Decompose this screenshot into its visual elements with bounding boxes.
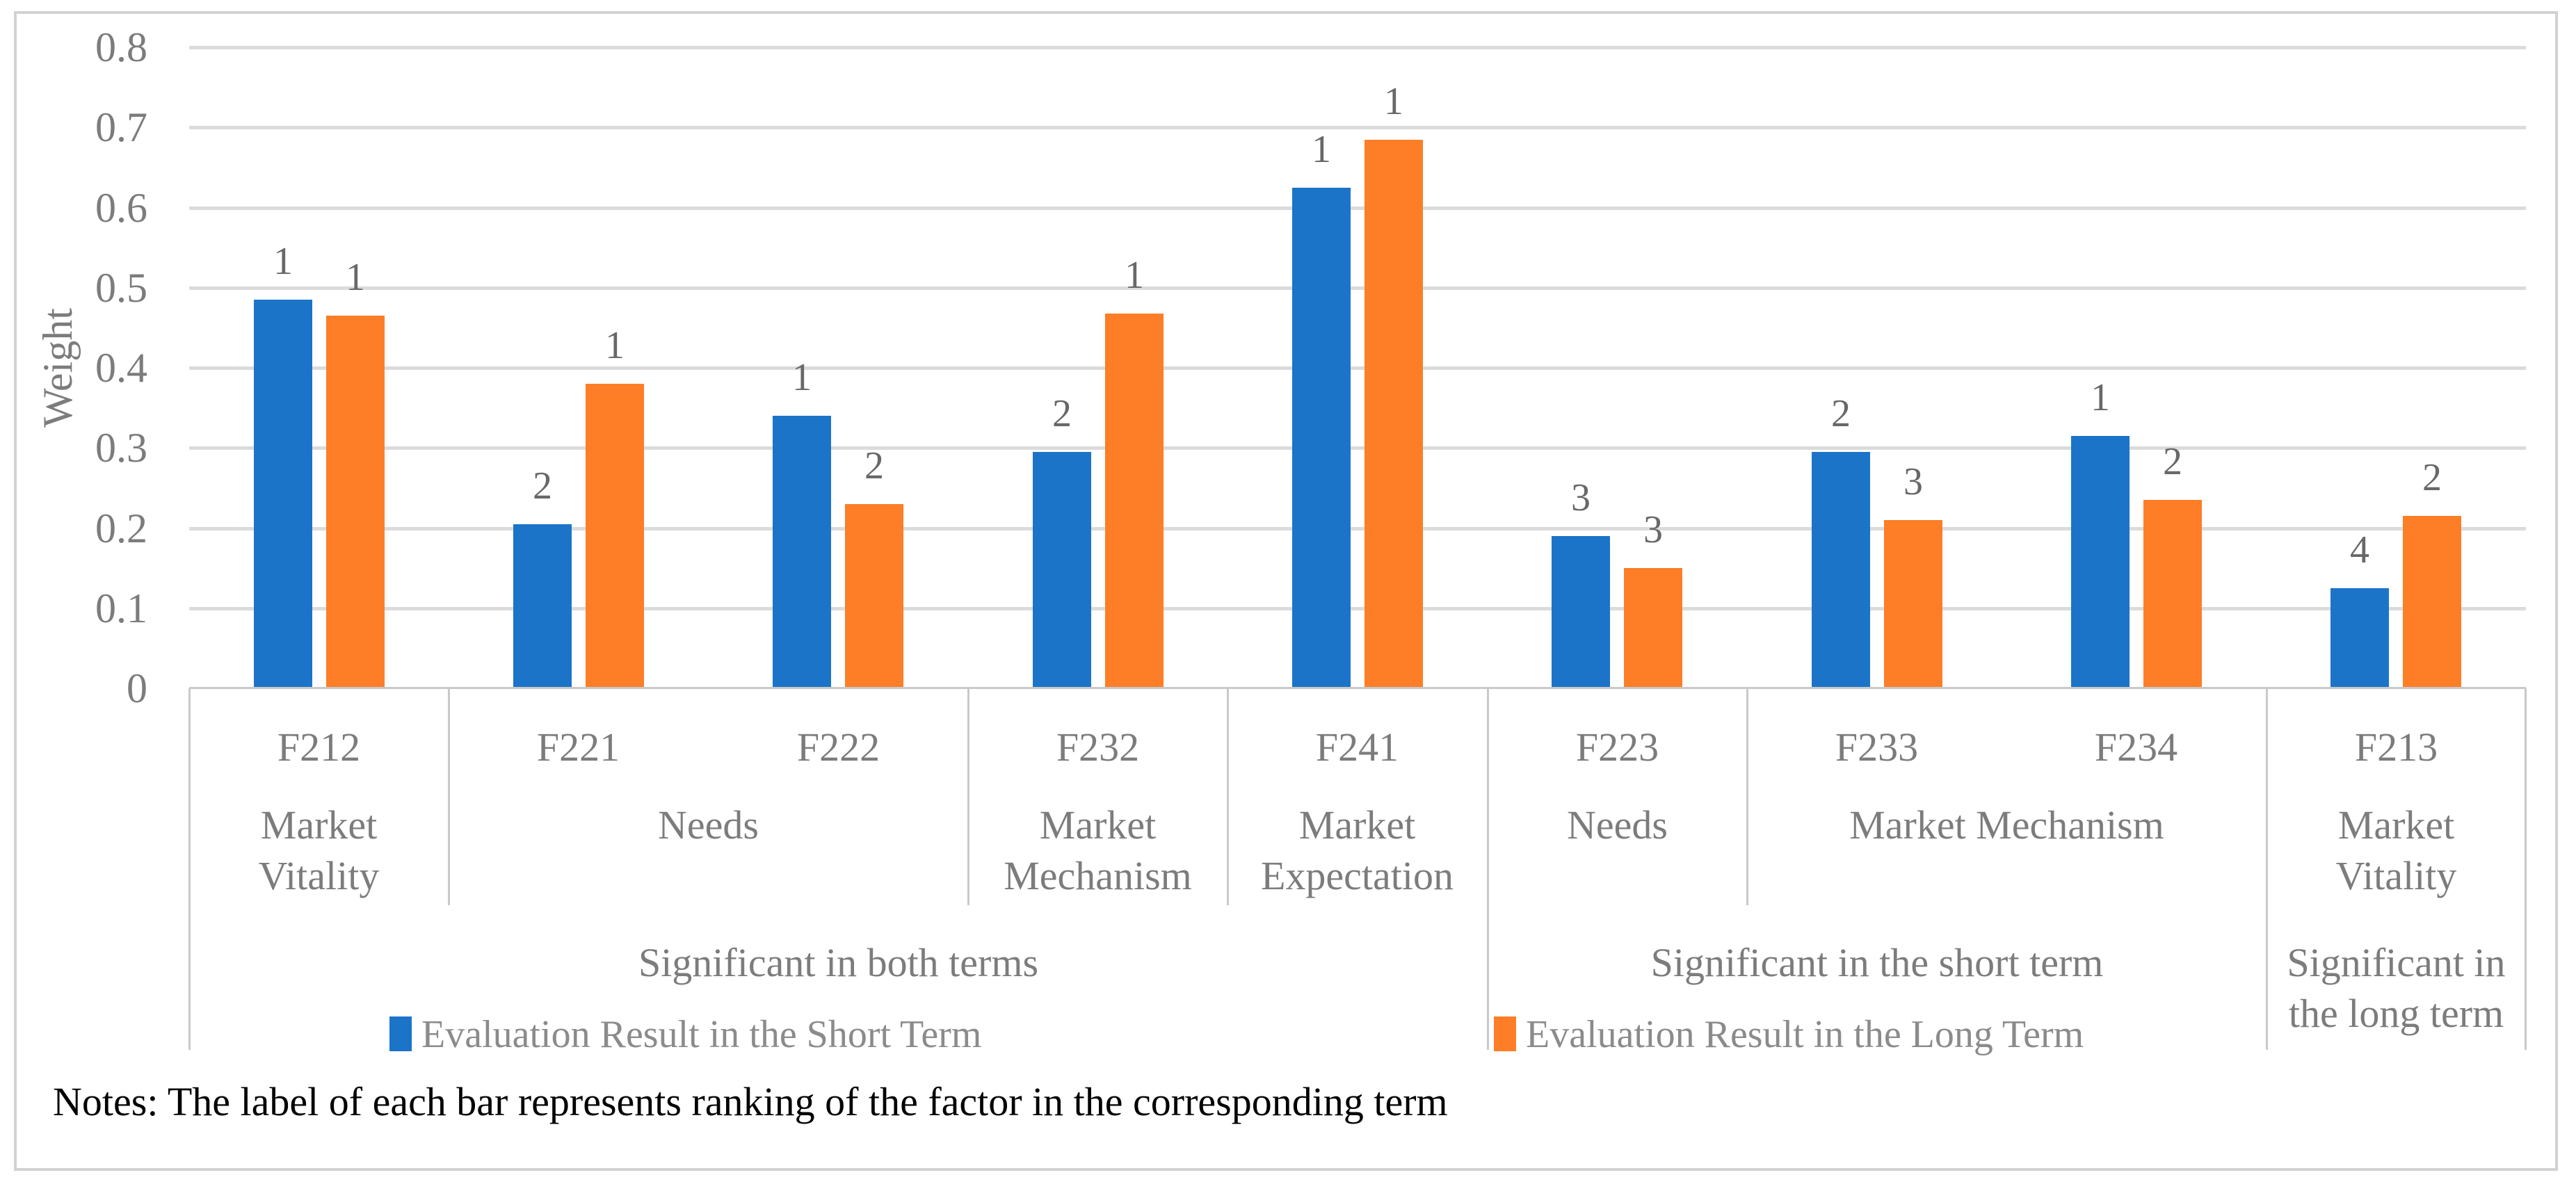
rank-label-F232-long: 1 bbox=[1125, 254, 1144, 297]
legend-label-short-term: Evaluation Result in the Short Term bbox=[421, 1013, 982, 1056]
rank-label-F232-short: 2 bbox=[1052, 392, 1072, 435]
category-code-F241: F241 bbox=[1315, 724, 1399, 770]
group-divider-5 bbox=[2266, 688, 2268, 905]
y-tick-label-0.1: 0.1 bbox=[95, 585, 147, 631]
gridline-0.3 bbox=[189, 446, 2526, 450]
legend-marker-short-term bbox=[389, 1016, 412, 1051]
rank-label-F223-short: 3 bbox=[1571, 476, 1591, 519]
gridline-0.4 bbox=[189, 366, 2526, 370]
bar-F221-long bbox=[586, 384, 644, 688]
rank-label-F233-short: 2 bbox=[1831, 392, 1851, 435]
bar-F241-short bbox=[1292, 188, 1351, 688]
category-term-2: Significant in the long term bbox=[2287, 940, 2506, 1036]
rank-label-F212-short: 1 bbox=[273, 240, 293, 283]
group-divider-3 bbox=[1487, 688, 1489, 905]
gridline-0.1 bbox=[189, 607, 2526, 610]
rank-label-F234-long: 2 bbox=[2163, 440, 2182, 483]
category-code-F223: F223 bbox=[1575, 724, 1659, 770]
y-tick-label-0.2: 0.2 bbox=[95, 505, 147, 551]
rank-label-F222-long: 2 bbox=[864, 444, 884, 487]
bar-F213-long bbox=[2403, 516, 2461, 688]
category-group-3: Market Expectation bbox=[1260, 802, 1454, 898]
group-divider-2 bbox=[1227, 688, 1229, 905]
category-group-6: Market Vitality bbox=[2335, 802, 2457, 898]
figure-border bbox=[14, 11, 2558, 1171]
term-divider-0 bbox=[1487, 905, 1489, 1050]
y-tick-label-0.3: 0.3 bbox=[95, 425, 147, 471]
group-divider-0 bbox=[448, 688, 450, 905]
gridline-0.5 bbox=[189, 286, 2526, 290]
bar-F213-short bbox=[2331, 588, 2389, 688]
rank-label-F241-long: 1 bbox=[1384, 80, 1403, 123]
bar-F233-short bbox=[1812, 452, 1870, 688]
bar-F222-short bbox=[773, 416, 831, 688]
y-tick-label-0.5: 0.5 bbox=[95, 265, 147, 311]
y-tick-label-0: 0 bbox=[127, 665, 147, 711]
gridline-0.2 bbox=[189, 527, 2526, 530]
category-code-F222: F222 bbox=[796, 724, 880, 770]
legend-marker-long-term bbox=[1494, 1016, 1516, 1051]
category-code-F212: F212 bbox=[277, 724, 361, 770]
group-divider-4 bbox=[1746, 688, 1748, 905]
bar-F241-long bbox=[1365, 140, 1423, 688]
rank-label-F233-long: 3 bbox=[1903, 460, 1923, 503]
y-tick-label-0.4: 0.4 bbox=[95, 345, 147, 391]
rank-label-F241-short: 1 bbox=[1312, 128, 1331, 171]
bar-F212-short bbox=[254, 300, 312, 688]
bar-F233-long bbox=[1884, 520, 1942, 688]
category-group-0: Market Vitality bbox=[258, 802, 380, 898]
bar-F234-short bbox=[2071, 436, 2130, 688]
rank-label-F222-short: 1 bbox=[792, 356, 812, 399]
rank-label-F213-long: 2 bbox=[2422, 456, 2442, 499]
category-term-1: Significant in the short term bbox=[1650, 940, 2104, 985]
bar-F212-long bbox=[326, 316, 385, 688]
legend-label-long-term: Evaluation Result in the Long Term bbox=[1526, 1013, 2084, 1056]
bar-F222-long bbox=[845, 504, 903, 688]
rank-label-F212-long: 1 bbox=[346, 256, 365, 299]
x-axis-line bbox=[189, 687, 2526, 689]
gridline-0.8 bbox=[189, 46, 2526, 49]
category-group-2: Market Mechanism bbox=[1004, 802, 1192, 898]
category-code-F233: F233 bbox=[1835, 724, 1919, 770]
category-code-F234: F234 bbox=[2094, 724, 2178, 770]
bar-F221-short bbox=[513, 524, 572, 688]
rank-label-F221-long: 1 bbox=[605, 324, 625, 367]
rank-label-F213-short: 4 bbox=[2350, 528, 2369, 572]
bar-F223-short bbox=[1552, 536, 1610, 688]
category-group-1: Needs bbox=[658, 802, 759, 848]
gridline-0.6 bbox=[189, 206, 2526, 210]
category-code-F232: F232 bbox=[1056, 724, 1140, 770]
table-right-edge bbox=[2525, 688, 2527, 1050]
rank-label-F223-long: 3 bbox=[1643, 508, 1663, 551]
y-tick-label-0.6: 0.6 bbox=[95, 185, 147, 231]
bar-F232-short bbox=[1033, 452, 1091, 688]
y-tick-label-0.8: 0.8 bbox=[95, 24, 147, 70]
gridline-0.7 bbox=[189, 126, 2526, 129]
term-divider-1 bbox=[2266, 905, 2268, 1050]
y-tick-label-0.7: 0.7 bbox=[95, 104, 147, 150]
category-group-4: Needs bbox=[1567, 802, 1668, 848]
bar-F232-long bbox=[1105, 314, 1164, 688]
rank-label-F221-short: 2 bbox=[533, 464, 552, 508]
category-term-0: Significant in both terms bbox=[638, 940, 1039, 985]
category-group-5: Market Mechanism bbox=[1849, 802, 2164, 848]
notes-text: Notes: The label of each bar represents … bbox=[53, 1079, 1448, 1124]
category-code-F213: F213 bbox=[2354, 724, 2438, 770]
category-code-F221: F221 bbox=[536, 724, 620, 770]
bar-F223-long bbox=[1624, 568, 1682, 688]
group-divider-1 bbox=[967, 688, 969, 905]
rank-label-F234-short: 1 bbox=[2091, 376, 2110, 419]
table-left-edge bbox=[188, 688, 191, 1050]
bar-F234-long bbox=[2143, 500, 2202, 688]
